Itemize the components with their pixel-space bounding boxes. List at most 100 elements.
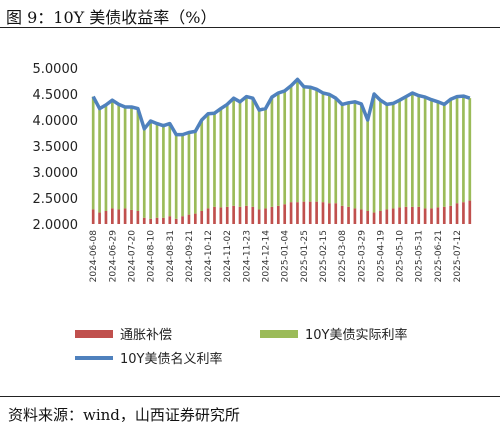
y-tick-label: 2.5000 [33, 192, 79, 207]
bar-inflation [385, 209, 389, 224]
bar-inflation [149, 218, 152, 224]
legend: 通胀补偿 10Y美债实际利率 10Y美债名义利率 [75, 327, 407, 367]
bar-real-rate [257, 110, 261, 210]
y-tick-label: 2.0000 [33, 218, 79, 233]
bar-real-rate [404, 96, 408, 207]
bar-real-rate [353, 101, 357, 209]
bar-real-rate [276, 92, 280, 206]
x-axis-ticks: 2024-06-08 2024-06-29 2024-07-20 2024-08-10… [89, 230, 463, 283]
figure-title: 图 9：10Y 美债收益率（%） [6, 8, 217, 27]
bar-inflation [257, 209, 261, 224]
bar-real-rate [449, 99, 452, 206]
bar-real-rate [372, 94, 376, 213]
bar-real-rate [442, 104, 446, 207]
legend-swatch-inflation [75, 330, 113, 338]
bar-inflation [296, 202, 299, 224]
bar-inflation [340, 205, 344, 224]
bar-inflation [111, 208, 114, 224]
bar-inflation [187, 214, 191, 224]
bar-real-rate [315, 89, 318, 202]
bar-real-rate [264, 108, 267, 209]
y-tick-label: 3.5000 [33, 140, 79, 155]
x-tick-label: 2025-04-19 [376, 230, 386, 283]
x-tick-label: 2024-10-12 [204, 230, 214, 282]
bar-real-rate [162, 125, 165, 218]
bar-inflation [174, 218, 178, 224]
nominal-line-layer [91, 77, 471, 137]
bar-real-rate [334, 98, 338, 204]
bar-real-rate [308, 87, 312, 202]
x-tick-label: 2024-09-21 [185, 230, 195, 282]
legend-swatch-real [260, 330, 298, 338]
nominal-rate-line [91, 77, 471, 137]
bar-inflation [347, 206, 350, 224]
bar-real-rate [379, 100, 382, 211]
legend-label-nominal: 10Y美债名义利率 [120, 351, 222, 367]
bar-inflation [232, 205, 235, 224]
bar-inflation [353, 208, 357, 224]
bar-inflation [391, 208, 395, 224]
bar-real-rate [213, 113, 216, 207]
bar-inflation [398, 207, 401, 224]
bar-real-rate [98, 108, 101, 213]
bar-real-rate [366, 120, 370, 211]
bar-real-rate [142, 128, 146, 218]
bar-real-rate [149, 121, 152, 219]
bar-real-rate [232, 98, 235, 206]
bar-inflation [462, 202, 465, 224]
bar-inflation [321, 202, 325, 224]
bar-real-rate [136, 108, 140, 211]
bar-inflation [206, 208, 210, 224]
bar-inflation [372, 212, 376, 224]
x-tick-label: 2024-08-10 [147, 230, 157, 283]
bar-real-rate [270, 97, 274, 207]
bar-real-rate [238, 101, 242, 207]
bar-inflation [264, 208, 267, 224]
bar-real-rate [359, 103, 363, 210]
bar-inflation [366, 211, 370, 224]
x-tick-label: 2024-12-14 [262, 230, 272, 283]
bar-inflation [276, 205, 280, 224]
bar-real-rate [385, 104, 389, 210]
bar-real-rate [462, 96, 465, 203]
bar-real-rate [225, 104, 229, 207]
bar-inflation [225, 206, 229, 224]
bar-real-rate [321, 92, 325, 203]
bar-real-rate [296, 79, 299, 203]
bar-inflation [136, 211, 140, 224]
bar-inflation [289, 202, 293, 224]
x-tick-label: 2025-01-25 [300, 230, 310, 282]
x-tick-label: 2025-06-21 [434, 230, 444, 282]
bar-real-rate [111, 100, 114, 209]
x-tick-label: 2025-03-08 [338, 230, 348, 283]
bar-real-rate [436, 101, 440, 208]
bar-real-rate [123, 107, 127, 209]
bar-real-rate [187, 132, 191, 215]
bar-real-rate [117, 104, 121, 210]
bar-real-rate [206, 113, 210, 209]
title-rule [0, 27, 500, 28]
bar-real-rate [289, 85, 293, 203]
x-tick-label: 2025-01-04 [281, 230, 291, 283]
bar-real-rate [430, 99, 433, 209]
bar-inflation [117, 209, 121, 224]
bar-inflation [442, 206, 446, 224]
bar-real-rate [91, 96, 95, 210]
y-tick-label: 4.0000 [33, 114, 79, 129]
bar-real-rate [193, 131, 197, 214]
y-tick-label: 4.5000 [33, 88, 79, 103]
bar-real-rate [347, 102, 350, 207]
bar-real-rate [155, 123, 159, 218]
x-tick-label: 2025-05-10 [396, 230, 406, 283]
x-tick-label: 2025-05-31 [415, 230, 425, 282]
source-rule [0, 396, 500, 397]
bar-inflation [315, 201, 318, 224]
bar-inflation [91, 209, 95, 224]
bar-real-rate [417, 95, 421, 207]
bar-inflation [130, 209, 133, 224]
bars [91, 79, 472, 224]
legend-label-inflation: 通胀补偿 [120, 328, 172, 343]
x-tick-label: 2025-03-29 [357, 230, 367, 283]
bar-inflation [245, 205, 248, 224]
bar-real-rate [398, 100, 401, 208]
